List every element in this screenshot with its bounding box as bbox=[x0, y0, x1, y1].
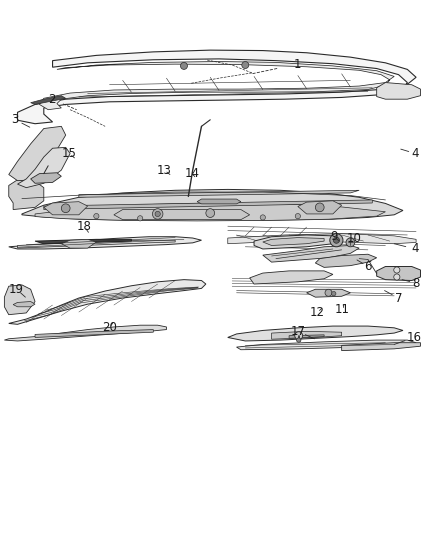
Polygon shape bbox=[377, 266, 420, 280]
Text: 14: 14 bbox=[184, 167, 199, 180]
Text: 15: 15 bbox=[62, 147, 77, 160]
Polygon shape bbox=[315, 254, 377, 268]
Polygon shape bbox=[298, 201, 342, 214]
Polygon shape bbox=[35, 239, 131, 244]
Circle shape bbox=[394, 267, 400, 273]
Circle shape bbox=[242, 61, 249, 69]
Circle shape bbox=[152, 209, 163, 219]
Polygon shape bbox=[237, 340, 416, 350]
Polygon shape bbox=[228, 233, 416, 244]
Text: 11: 11 bbox=[335, 303, 350, 316]
Polygon shape bbox=[342, 343, 420, 351]
Polygon shape bbox=[114, 209, 250, 220]
Polygon shape bbox=[4, 285, 35, 314]
Circle shape bbox=[332, 292, 336, 296]
Circle shape bbox=[330, 233, 343, 247]
Text: 4: 4 bbox=[411, 243, 419, 255]
Polygon shape bbox=[22, 189, 403, 221]
Polygon shape bbox=[13, 302, 35, 307]
Polygon shape bbox=[272, 332, 342, 339]
Polygon shape bbox=[18, 240, 175, 248]
Text: 18: 18 bbox=[77, 220, 92, 233]
Circle shape bbox=[180, 62, 187, 69]
Circle shape bbox=[206, 209, 215, 217]
Circle shape bbox=[297, 338, 301, 342]
Circle shape bbox=[325, 289, 332, 296]
Polygon shape bbox=[44, 201, 88, 215]
Text: 6: 6 bbox=[364, 260, 372, 273]
Text: 17: 17 bbox=[290, 325, 305, 338]
Polygon shape bbox=[9, 180, 44, 209]
Polygon shape bbox=[250, 271, 333, 284]
Polygon shape bbox=[35, 203, 385, 221]
Text: 19: 19 bbox=[9, 283, 24, 296]
Text: 2: 2 bbox=[48, 93, 56, 106]
Text: 20: 20 bbox=[102, 321, 117, 334]
Polygon shape bbox=[4, 325, 166, 341]
Text: 7: 7 bbox=[395, 292, 403, 304]
Text: 4: 4 bbox=[411, 147, 419, 160]
Circle shape bbox=[346, 238, 355, 247]
Text: 9: 9 bbox=[330, 230, 338, 243]
Text: 10: 10 bbox=[346, 232, 361, 245]
Polygon shape bbox=[79, 190, 359, 197]
Circle shape bbox=[394, 274, 400, 280]
Text: 1: 1 bbox=[294, 58, 302, 71]
Polygon shape bbox=[228, 326, 403, 341]
Polygon shape bbox=[9, 237, 201, 249]
Polygon shape bbox=[307, 289, 350, 297]
Text: 8: 8 bbox=[413, 277, 420, 289]
Polygon shape bbox=[377, 83, 420, 99]
Polygon shape bbox=[35, 329, 153, 337]
Polygon shape bbox=[263, 246, 359, 262]
Text: 3: 3 bbox=[12, 114, 19, 126]
Polygon shape bbox=[61, 239, 96, 248]
Polygon shape bbox=[39, 61, 394, 110]
Polygon shape bbox=[254, 235, 342, 249]
Polygon shape bbox=[289, 335, 324, 338]
Circle shape bbox=[155, 211, 160, 216]
Circle shape bbox=[295, 332, 303, 340]
Circle shape bbox=[138, 216, 143, 221]
Polygon shape bbox=[44, 200, 372, 209]
Polygon shape bbox=[18, 50, 416, 124]
Polygon shape bbox=[31, 96, 66, 104]
Circle shape bbox=[260, 215, 265, 220]
Circle shape bbox=[61, 204, 70, 213]
Circle shape bbox=[315, 203, 324, 212]
Circle shape bbox=[94, 214, 99, 219]
Polygon shape bbox=[9, 126, 66, 181]
Polygon shape bbox=[18, 147, 70, 188]
Circle shape bbox=[333, 237, 339, 243]
Text: 13: 13 bbox=[157, 164, 172, 176]
Text: 12: 12 bbox=[310, 306, 325, 319]
Polygon shape bbox=[31, 173, 61, 183]
Polygon shape bbox=[197, 199, 241, 204]
Polygon shape bbox=[9, 280, 206, 324]
Circle shape bbox=[295, 214, 300, 219]
Polygon shape bbox=[263, 238, 324, 246]
Text: 16: 16 bbox=[406, 331, 421, 344]
